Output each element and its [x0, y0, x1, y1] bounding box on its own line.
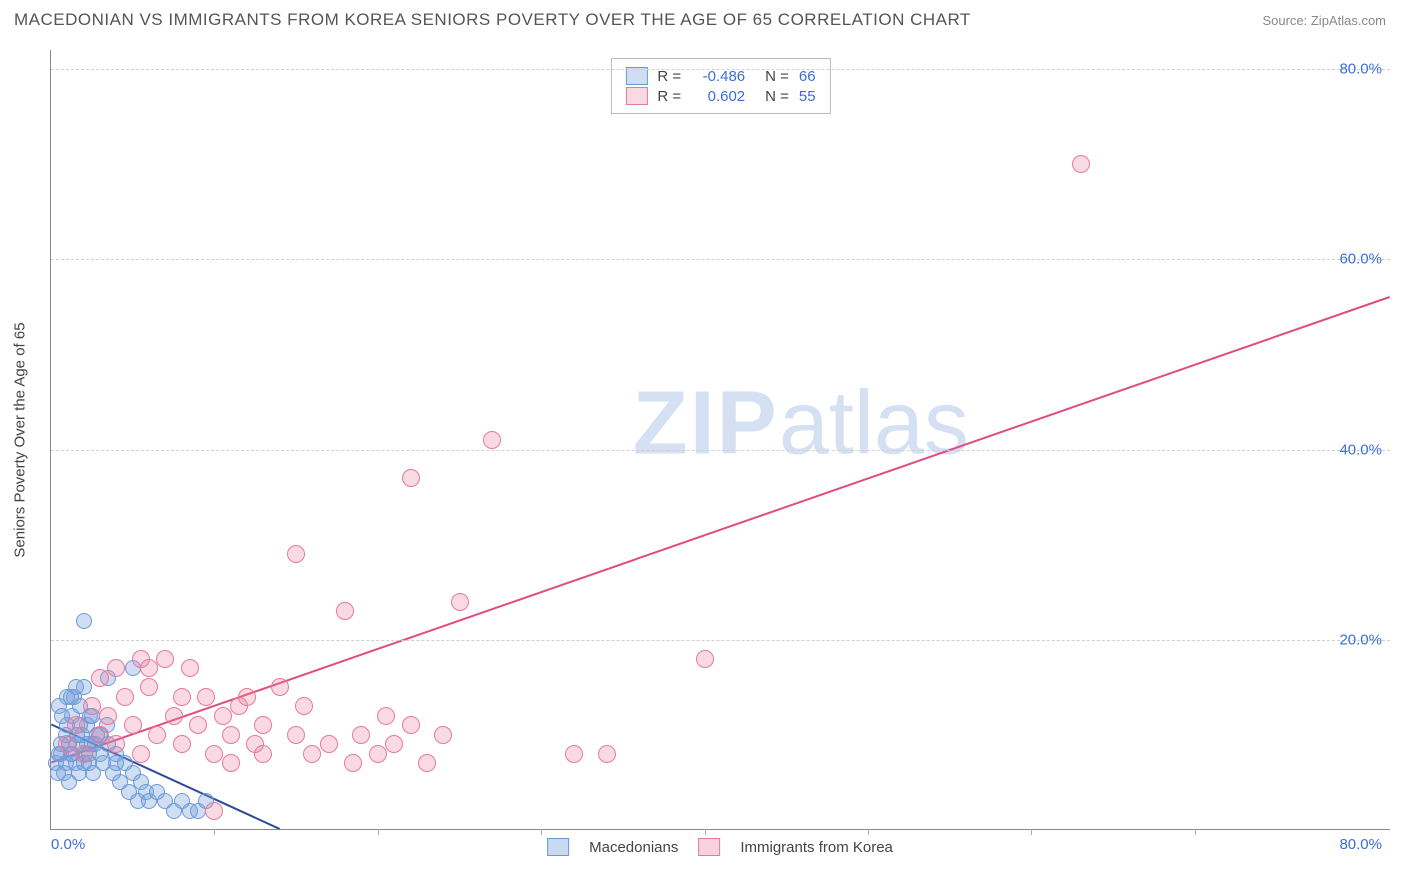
watermark: ZIPatlas [633, 372, 969, 475]
y-tick-label: 40.0% [1339, 441, 1382, 458]
legend-r-key: R = [657, 88, 681, 105]
legend-r-key: R = [657, 68, 681, 85]
chart-title: MACEDONIAN VS IMMIGRANTS FROM KOREA SENI… [14, 10, 971, 30]
chart-container: ZIPatlas R = -0.486 N = 66 R = 0.602 N = 55 20.… [50, 50, 1390, 830]
y-axis-label: Seniors Poverty Over the Age of 65 [12, 322, 29, 557]
data-point [140, 678, 158, 696]
legend-swatch [625, 87, 647, 105]
gridline [51, 69, 1390, 70]
data-point [402, 716, 420, 734]
data-point [156, 650, 174, 668]
data-point [148, 726, 166, 744]
data-point [377, 707, 395, 725]
data-point [189, 716, 207, 734]
data-point [598, 745, 616, 763]
x-minor-tick [378, 829, 379, 835]
data-point [295, 697, 313, 715]
legend-r-value: 0.602 [691, 88, 745, 105]
data-point [140, 659, 158, 677]
data-point [107, 735, 125, 753]
legend-n-key: N = [765, 68, 789, 85]
data-point [336, 602, 354, 620]
x-tick-label: 0.0% [51, 836, 85, 853]
data-point [63, 689, 79, 705]
data-point [76, 613, 92, 629]
data-point [287, 545, 305, 563]
x-minor-tick [541, 829, 542, 835]
data-point [385, 735, 403, 753]
data-point [108, 755, 124, 771]
legend-n-value: 55 [799, 88, 816, 105]
data-point [99, 707, 117, 725]
x-minor-tick [1195, 829, 1196, 835]
data-point [402, 469, 420, 487]
data-point [205, 802, 223, 820]
data-point [254, 745, 272, 763]
y-tick-label: 80.0% [1339, 61, 1382, 78]
data-point [83, 697, 101, 715]
x-minor-tick [705, 829, 706, 835]
data-point [91, 726, 109, 744]
data-point [165, 707, 183, 725]
data-point [287, 726, 305, 744]
data-point [303, 745, 321, 763]
legend-stats: R = -0.486 N = 66 R = 0.602 N = 55 [610, 58, 830, 114]
legend-series-label: Macedonians [589, 839, 678, 856]
source-label: Source: ZipAtlas.com [1262, 13, 1386, 28]
gridline [51, 259, 1390, 260]
legend-series-label: Immigrants from Korea [740, 839, 893, 856]
data-point [222, 754, 240, 772]
data-point [238, 688, 256, 706]
data-point [124, 716, 142, 734]
data-point [197, 688, 215, 706]
y-tick-label: 20.0% [1339, 631, 1382, 648]
data-point [320, 735, 338, 753]
data-point [696, 650, 714, 668]
data-point [91, 669, 109, 687]
data-point [369, 745, 387, 763]
x-tick-label: 80.0% [1339, 836, 1382, 853]
data-point [1072, 155, 1090, 173]
watermark-rest: atlas [779, 373, 969, 473]
data-point [116, 688, 134, 706]
data-point [58, 735, 76, 753]
legend-n-value: 66 [799, 68, 816, 85]
legend-swatch [547, 838, 569, 856]
data-point [181, 659, 199, 677]
data-point [344, 754, 362, 772]
data-point [565, 745, 583, 763]
legend-series: Macedonians Immigrants from Korea [547, 838, 893, 856]
x-minor-tick [214, 829, 215, 835]
data-point [352, 726, 370, 744]
data-point [173, 735, 191, 753]
data-point [75, 745, 93, 763]
gridline [51, 450, 1390, 451]
plot-area: ZIPatlas R = -0.486 N = 66 R = 0.602 N = 55 20.… [50, 50, 1390, 830]
data-point [451, 593, 469, 611]
data-point [205, 745, 223, 763]
data-point [222, 726, 240, 744]
data-point [483, 431, 501, 449]
data-point [418, 754, 436, 772]
data-point [214, 707, 232, 725]
gridline [51, 640, 1390, 641]
y-tick-label: 60.0% [1339, 251, 1382, 268]
data-point [434, 726, 452, 744]
data-point [254, 716, 272, 734]
watermark-bold: ZIP [633, 373, 779, 473]
data-point [67, 716, 85, 734]
x-minor-tick [1031, 829, 1032, 835]
legend-r-value: -0.486 [691, 68, 745, 85]
data-point [132, 745, 150, 763]
legend-stat-row: R = 0.602 N = 55 [625, 87, 815, 105]
legend-swatch [698, 838, 720, 856]
data-point [107, 659, 125, 677]
data-point [173, 688, 191, 706]
x-minor-tick [868, 829, 869, 835]
data-point [271, 678, 289, 696]
legend-n-key: N = [765, 88, 789, 105]
